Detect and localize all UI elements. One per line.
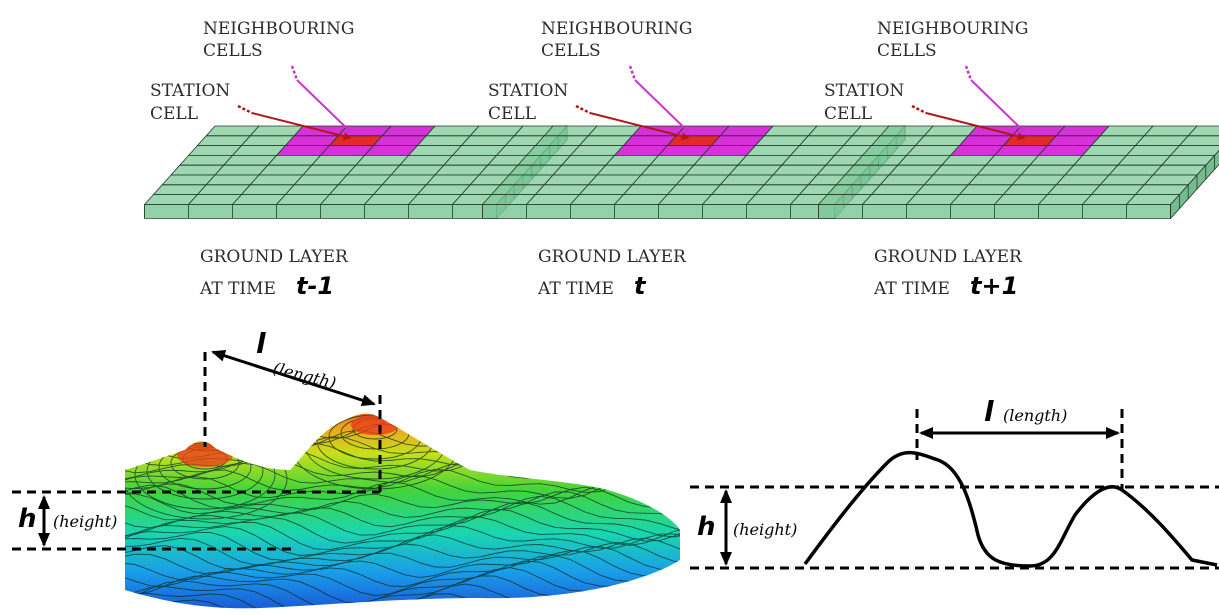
grid-cell: [1134, 184, 1190, 196]
ground-layer-label: GROUND LAYER: [874, 247, 1023, 267]
neighbouring-cells-label-line1: NEIGHBOURING: [877, 19, 1028, 39]
station-arrow-tail: [911, 104, 927, 115]
neighbouring-cells-label-line1: NEIGHBOURING: [203, 19, 354, 39]
neighbouring-cells-label-line2: CELLS: [541, 41, 601, 61]
terrain-length-word: (length): [271, 358, 338, 392]
neighbouring-arrow-tail: [290, 65, 299, 81]
neighbouring-arrow: [296, 79, 352, 134]
grid-cell: [1152, 164, 1207, 176]
profile-height-word: (height): [733, 520, 797, 539]
station-arrow: [251, 112, 352, 141]
neighbouring-cells-label-line1: NEIGHBOURING: [541, 19, 692, 39]
grid-cell: [1125, 194, 1181, 205]
terrain-dimensions: [12, 352, 382, 551]
profile-length-word: (length): [1003, 406, 1067, 425]
station-cell-label-line1: STATION: [488, 81, 568, 101]
station-cell-label-line1: STATION: [150, 81, 230, 101]
neighbouring-cells-label-line2: CELLS: [203, 41, 263, 61]
station-arrow: [589, 112, 690, 141]
terrain-height-symbol: h: [18, 504, 37, 534]
time-label: AT TIME: [873, 279, 950, 299]
time-symbol: t-1: [296, 272, 334, 300]
profile-height-symbol: h: [697, 512, 716, 542]
terrain-height-word: (height): [53, 512, 117, 531]
neighbouring-cells-label-line2: CELLS: [877, 41, 937, 61]
grid-cell: [1160, 154, 1216, 166]
grid-cell: [1169, 145, 1219, 156]
ground-layer-label: GROUND LAYER: [538, 247, 687, 267]
terrain-length-arrow: [211, 349, 376, 407]
station-cell-label-line1: STATION: [824, 81, 904, 101]
time-symbol: t+1: [970, 272, 1018, 300]
profile-dimensions: [690, 409, 1219, 570]
time-symbol: t: [634, 272, 647, 300]
station-arrow-tail: [237, 104, 253, 115]
terrain-length-symbol: l: [256, 327, 266, 360]
time-label: AT TIME: [537, 279, 614, 299]
grid-cell: [1178, 135, 1219, 147]
station-arrow-tail: [575, 104, 591, 115]
neighbouring-arrow-tail: [964, 65, 973, 81]
station-arrow: [925, 112, 1026, 141]
grid-cell: [1143, 174, 1198, 186]
time-label: AT TIME: [199, 279, 276, 299]
neighbouring-arrow: [634, 79, 690, 134]
station-cell-label-line2: CELL: [150, 104, 198, 124]
station-cell-label-line2: CELL: [488, 104, 536, 124]
neighbouring-arrow: [970, 79, 1026, 134]
profile-curve: [803, 451, 1218, 568]
profile-length-symbol: l: [984, 395, 994, 428]
station-cell-label-line2: CELL: [824, 104, 872, 124]
grid-cell: [1187, 125, 1219, 137]
ground-layer-label: GROUND LAYER: [200, 247, 349, 267]
neighbouring-arrow-tail: [628, 65, 637, 81]
